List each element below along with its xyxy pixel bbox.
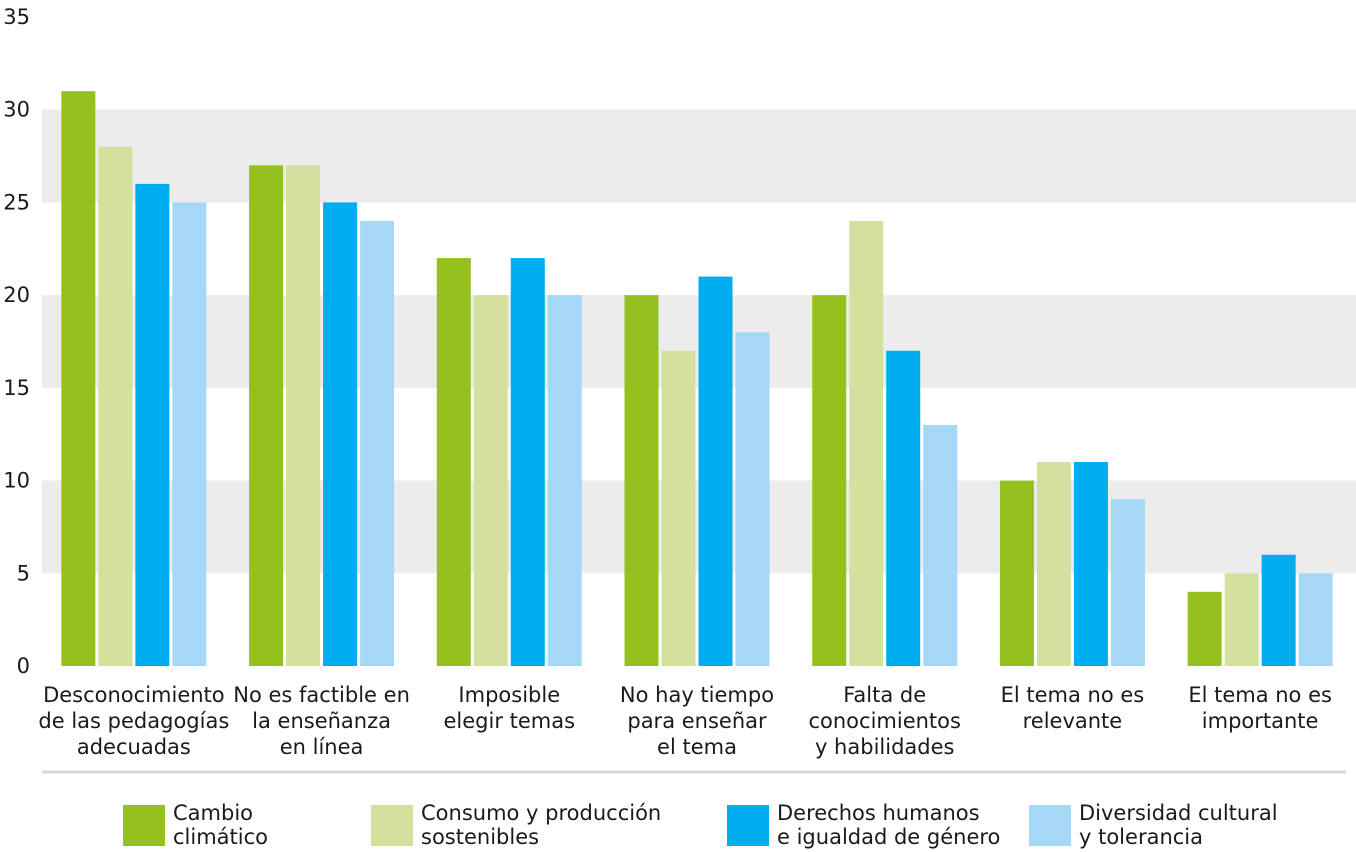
y-tick-label: 35	[3, 5, 30, 29]
bar	[286, 165, 321, 667]
category-label: No es factible en la enseñanza en línea	[233, 683, 410, 759]
bar	[510, 258, 545, 666]
bar	[661, 350, 696, 666]
y-tick-label: 25	[3, 190, 30, 214]
category-label: Falta de conocimientos y habilidades	[808, 683, 960, 759]
legend-label: Consumo y producción sostenibles	[421, 801, 661, 849]
legend-label: Diversidad cultural y tolerancia	[1079, 801, 1278, 849]
category-label-line: El tema no es	[1001, 683, 1145, 707]
bar	[61, 91, 96, 666]
category-label-line: importante	[1202, 709, 1319, 733]
category-label-line: de las pedagogías	[38, 709, 229, 733]
category-label-line: Desconocimiento	[43, 683, 225, 707]
category-label-line: elegir temas	[443, 709, 575, 733]
category-label-line: la enseñanza	[252, 709, 391, 733]
y-tick-label: 20	[3, 283, 30, 307]
bar	[1224, 573, 1259, 666]
legend-label-line: Cambio	[173, 801, 253, 825]
bar	[1073, 462, 1108, 666]
legend-label-line: sostenibles	[421, 825, 539, 849]
y-tick-label: 10	[3, 469, 30, 493]
category-label: Imposible elegir temas	[443, 683, 575, 733]
category-label-line: relevante	[1023, 709, 1123, 733]
bar	[1298, 573, 1333, 666]
bar	[1261, 554, 1296, 666]
bar	[1110, 499, 1145, 666]
legend-label-line: climático	[173, 825, 268, 849]
bars	[61, 91, 1333, 667]
category-label-line: el tema	[657, 735, 737, 759]
bar	[849, 220, 884, 666]
y-tick-label: 0	[17, 654, 30, 678]
category-label: No hay tiempo para enseñar el tema	[620, 683, 774, 759]
x-axis-labels: Desconocimiento de las pedagogías adecuada…	[38, 683, 1332, 759]
category-label-line: El tema no es	[1188, 683, 1332, 707]
legend-label-line: y tolerancia	[1079, 825, 1203, 849]
category-label-line: en línea	[280, 735, 364, 759]
bar	[172, 202, 207, 666]
category-label-line: No es factible en	[233, 683, 410, 707]
bar	[473, 295, 508, 666]
bar	[999, 480, 1034, 666]
bar	[923, 424, 958, 666]
bar	[698, 276, 733, 666]
y-axis-ticks: 0 5 10 15 20 25 30 35	[3, 5, 30, 678]
category-label-line: Imposible	[458, 683, 560, 707]
category-label-line: Falta de	[843, 683, 926, 707]
bar	[735, 332, 770, 666]
legend-label-line: Derechos humanos	[777, 801, 980, 825]
y-tick-label: 15	[3, 376, 30, 400]
bar	[1187, 591, 1222, 666]
y-tick-label: 30	[3, 98, 30, 122]
bar	[624, 295, 659, 666]
legend-label-line: e igualdad de género	[777, 825, 1000, 849]
legend-swatch	[371, 805, 413, 846]
bar	[98, 146, 133, 667]
bar	[886, 350, 921, 666]
legend-label-line: Consumo y producción	[421, 801, 661, 825]
legend: Cambio climático Consumo y producción soste…	[123, 801, 1278, 849]
bar	[812, 295, 847, 666]
legend-swatch	[123, 805, 165, 846]
legend-label: Derechos humanos e igualdad de género	[777, 801, 1000, 849]
category-label-line: adecuadas	[77, 735, 191, 759]
category-label: El tema no es importante	[1188, 683, 1332, 733]
category-label-line: para enseñar	[627, 709, 767, 733]
bar	[360, 220, 395, 666]
y-tick-label: 5	[17, 561, 30, 585]
legend-label: Cambio climático	[173, 801, 268, 849]
category-label: El tema no es relevante	[1001, 683, 1145, 733]
bar	[547, 295, 582, 666]
grid-band	[42, 109, 1356, 203]
bar	[135, 183, 170, 666]
bar	[323, 202, 358, 666]
category-label-line: y habilidades	[815, 735, 955, 759]
category-label: Desconocimiento de las pedagogías adecuada…	[38, 683, 229, 759]
legend-swatch	[1029, 805, 1071, 846]
bar	[436, 258, 471, 666]
legend-label-line: Diversidad cultural	[1079, 801, 1278, 825]
legend-swatch	[727, 805, 769, 846]
bar	[1036, 462, 1071, 666]
bar	[249, 165, 284, 667]
category-label-line: No hay tiempo	[620, 683, 774, 707]
category-label-line: conocimientos	[808, 709, 960, 733]
